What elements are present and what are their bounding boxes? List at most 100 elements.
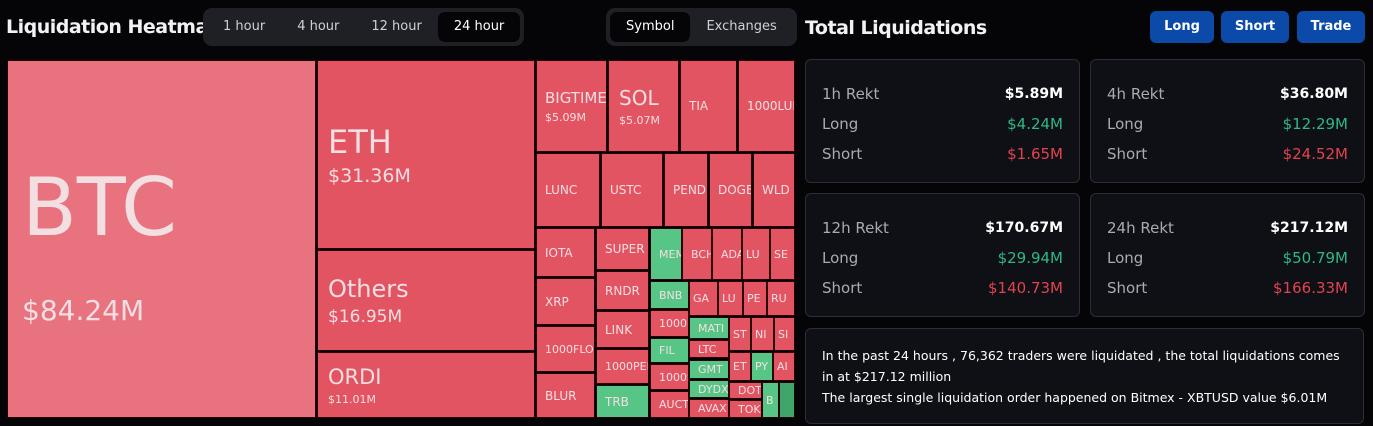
tile-st[interactable]: ST <box>729 317 751 351</box>
tile-symbol: ETH <box>328 122 392 161</box>
tile-doge[interactable]: DOGE <box>709 153 752 227</box>
tile-symbol: XRP <box>545 294 569 309</box>
tile-xrp[interactable]: XRP <box>536 278 595 325</box>
tab-4-hour[interactable]: 4 hour <box>297 19 340 34</box>
tile-1000pepe[interactable]: 1000PEPE <box>596 349 649 384</box>
tile-ai[interactable]: AI <box>773 352 795 381</box>
tile-ga[interactable]: GA <box>689 281 718 316</box>
tile-dot[interactable]: DOT <box>729 382 762 399</box>
tile-mati[interactable]: MATI <box>689 317 729 339</box>
tile-ustc[interactable]: USTC <box>601 153 663 227</box>
long-value: $4.24M <box>1007 115 1063 133</box>
tile-symbol: 1000FLOKI <box>545 342 594 356</box>
rekt-card-4h: 4h Rekt $36.80M Long $12.29M Short $24.52M <box>1090 59 1365 183</box>
tile-symbol: Others <box>328 274 409 303</box>
tile-sol[interactable]: SOL $5.07M <box>608 60 679 152</box>
tile-tok[interactable]: TOK <box>729 400 762 418</box>
tile-symbol: SOL <box>619 85 659 110</box>
tile-fil[interactable]: FIL <box>650 338 689 363</box>
tile-1000s[interactable]: 1000S <box>650 364 689 390</box>
tile-si[interactable]: SI <box>774 317 795 351</box>
rekt-card-1h: 1h Rekt $5.89M Long $4.24M Short $1.65M <box>805 59 1080 183</box>
tile-btc[interactable]: BTC $84.24M <box>7 60 316 418</box>
tile-1000lunc[interactable]: 1000LUNC <box>738 60 795 152</box>
tile-trb[interactable]: TRB <box>596 385 649 418</box>
short-label: Short <box>1107 145 1148 163</box>
tile-symbol: RNDR <box>605 283 640 298</box>
rekt-card-24h: 24h Rekt $217.12M Long $50.79M Short $166.3… <box>1090 193 1365 317</box>
tile-symbol: ST <box>733 327 747 341</box>
short-button[interactable]: Short <box>1221 11 1289 43</box>
tab-symbol[interactable]: Symbol <box>610 12 691 42</box>
tile-lunc[interactable]: LUNC <box>536 153 600 227</box>
tile-1000b[interactable]: 1000B <box>650 310 689 337</box>
tile-ordi[interactable]: ORDI $11.01M <box>317 352 535 418</box>
tile-bigtime[interactable]: BIGTIME $5.09M <box>536 60 607 152</box>
tile-symbol: NI <box>755 327 767 341</box>
tile-1000floki[interactable]: 1000FLOKI <box>536 326 595 372</box>
tile-se[interactable]: SE <box>770 228 795 280</box>
tile-symbol: 1000B <box>659 317 688 330</box>
tile-pe[interactable]: PE <box>743 281 767 316</box>
tile-auct[interactable]: AUCT <box>650 391 689 418</box>
tile-value: $5.07M <box>619 113 660 127</box>
tab-exchanges[interactable]: Exchanges <box>706 19 777 34</box>
tile-lu[interactable]: LU <box>742 228 770 280</box>
total-value: $5.89M <box>1004 86 1063 102</box>
long-value: $12.29M <box>1282 115 1348 133</box>
tile-et[interactable]: ET <box>729 352 751 381</box>
tile-symbol: 1000LUNC <box>747 99 794 113</box>
tab-1-hour[interactable]: 1 hour <box>223 19 266 34</box>
tile-symbol: BNB <box>659 288 683 302</box>
tile-lu[interactable]: LU <box>718 281 743 316</box>
tile-ada[interactable]: ADA <box>712 228 742 280</box>
tile-avax[interactable]: AVAX <box>689 399 729 418</box>
tile-symbol: DOGE <box>718 183 752 197</box>
tile-rndr[interactable]: RNDR <box>596 271 649 310</box>
tile-dydx[interactable]: DYDX <box>689 380 729 398</box>
tile-eth[interactable]: ETH $31.36M <box>317 60 535 249</box>
tile-symbol: BTC <box>22 161 177 254</box>
period-label: 24h Rekt <box>1107 219 1174 237</box>
tile-iota[interactable]: IOTA <box>536 228 595 277</box>
tile-symbol: AI <box>777 360 788 373</box>
tile-symbol: B <box>766 393 774 407</box>
tile-value: $5.09M <box>545 110 586 124</box>
tab-24-hour[interactable]: 24 hour <box>437 12 521 42</box>
tile-tia[interactable]: TIA <box>680 60 737 152</box>
tile-blur[interactable]: BLUR <box>536 373 595 418</box>
tile-ni[interactable]: NI <box>751 317 774 351</box>
tile-meme[interactable]: MEME <box>650 228 682 280</box>
tile-symbol: PENDLE <box>673 183 707 197</box>
tile-symbol: BIGTIME <box>545 88 607 107</box>
tile-unlabeled[interactable] <box>779 382 795 418</box>
summary-traders: In the past 24 hours , 76,362 traders we… <box>822 348 1340 384</box>
total-value: $36.80M <box>1280 86 1348 102</box>
total-value: $217.12M <box>1270 220 1348 236</box>
tile-value: $31.36M <box>328 164 411 187</box>
long-label: Long <box>822 249 859 267</box>
tile-wld[interactable]: WLD <box>753 153 795 227</box>
tile-link[interactable]: LINK <box>596 311 649 348</box>
tile-super[interactable]: SUPER <box>596 228 649 270</box>
tile-b[interactable]: B <box>762 382 779 418</box>
tab-12-hour[interactable]: 12 hour <box>371 19 422 34</box>
tile-value: $16.95M <box>328 306 403 327</box>
tile-py[interactable]: PY <box>751 352 773 381</box>
trade-button[interactable]: Trade <box>1297 11 1365 43</box>
short-value: $24.52M <box>1282 145 1348 163</box>
tile-gmt[interactable]: GMT <box>689 360 729 379</box>
short-label: Short <box>1107 279 1148 297</box>
tile-pendle[interactable]: PENDLE <box>664 153 708 227</box>
tile-bch[interactable]: BCH <box>682 228 712 280</box>
short-value: $1.65M <box>1007 145 1063 163</box>
tile-ltc[interactable]: LTC <box>689 340 729 358</box>
tile-symbol: WLD <box>762 183 790 197</box>
tile-others[interactable]: Others $16.95M <box>317 250 535 351</box>
long-button[interactable]: Long <box>1150 11 1214 43</box>
tile-symbol: MEME <box>659 247 681 261</box>
tile-symbol: 1000S <box>659 370 688 384</box>
tile-bnb[interactable]: BNB <box>650 281 689 309</box>
tile-ru[interactable]: RU <box>767 281 795 316</box>
tile-symbol: AVAX <box>698 402 727 415</box>
